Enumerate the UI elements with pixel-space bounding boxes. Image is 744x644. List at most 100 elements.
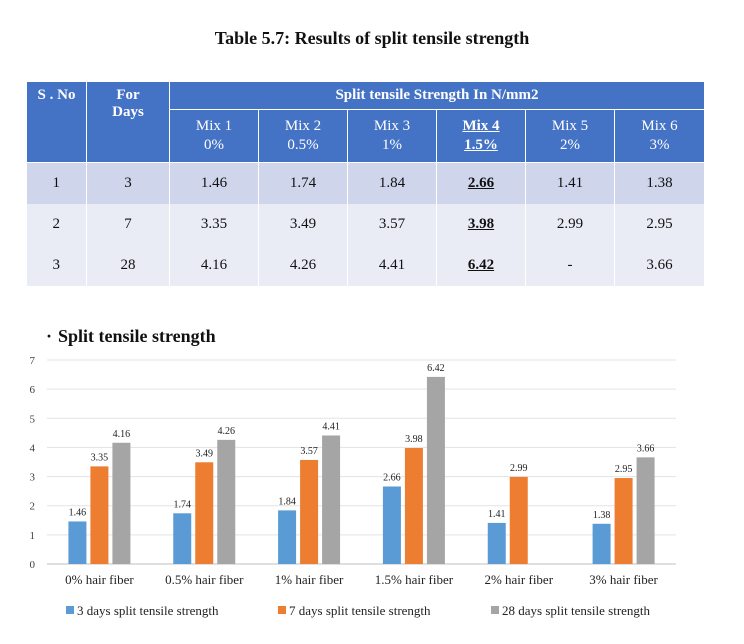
cell-sno: 1 — [26, 162, 87, 204]
mix-name: Mix 2 — [284, 118, 322, 134]
mix-name: Mix 1 — [195, 118, 233, 134]
cell-value: 4.26 — [258, 245, 348, 286]
mix-header-row: Mix 1 0% Mix 2 0.5% Mix 3 1% Mix 4 1.5% Mix 5 2% M… — [27, 109, 706, 163]
cell-value: 3.49 — [258, 204, 348, 245]
bar-7-days — [404, 448, 423, 564]
data-label: 1.38 — [593, 510, 611, 521]
bar-3-days — [278, 510, 297, 564]
mix-name: Mix 3 — [373, 118, 411, 134]
data-label: 4.41 — [322, 421, 340, 432]
mix-header-2: Mix 2 0.5% — [258, 109, 348, 163]
data-label: 2.66 — [383, 472, 401, 483]
cell-value: 6.42 — [436, 245, 526, 286]
bar-28-days — [217, 439, 236, 564]
mix-percent: 1% — [382, 137, 402, 153]
cell-sno: 3 — [26, 245, 87, 286]
legend-label: 7 days split tensile strength — [289, 603, 431, 618]
legend-label: 3 days split tensile strength — [77, 603, 219, 618]
cell-value: 3.35 — [169, 204, 259, 245]
bar-28-days — [636, 457, 655, 564]
bar-7-days — [614, 478, 633, 564]
bar-3-days — [68, 521, 87, 564]
results-table: S . No For Days Split tensile Strength I… — [26, 81, 706, 286]
mix-name: Mix 6 — [641, 118, 678, 134]
data-label: 2.95 — [615, 464, 633, 475]
mix-name: Mix 5 — [551, 118, 589, 134]
x-tick-label: 2% hair fiber — [484, 572, 553, 587]
legend-label: 28 days split tensile strength — [502, 603, 651, 618]
cell-value: - — [525, 245, 615, 286]
data-label: 1.74 — [174, 499, 192, 510]
y-tick-label: 4 — [30, 442, 36, 454]
y-tick-label: 2 — [30, 501, 36, 513]
bar-3-days — [382, 486, 401, 564]
x-tick-label: 1% hair fiber — [275, 572, 344, 587]
bar-3-days — [487, 522, 506, 564]
data-label: 2.99 — [510, 463, 528, 474]
cell-value: 4.41 — [347, 245, 437, 286]
mix-percent: 1.5% — [464, 137, 498, 153]
cell-value: 2.95 — [614, 204, 706, 245]
bar-28-days — [322, 435, 341, 564]
bar-28-days — [112, 442, 131, 564]
mix-percent: 0.5% — [287, 137, 319, 153]
data-label: 1.41 — [488, 509, 506, 520]
bar-28-days — [426, 376, 445, 564]
data-label: 4.16 — [113, 429, 131, 440]
cell-value: 3.57 — [347, 204, 437, 245]
bar-7-days — [90, 466, 109, 564]
cell-days: 28 — [86, 245, 170, 286]
y-tick-label: 6 — [30, 384, 36, 396]
header-sno: S . No — [26, 81, 87, 163]
cell-value: 2.99 — [525, 204, 615, 245]
bar-3-days — [592, 523, 611, 564]
legend-swatch — [491, 606, 499, 614]
mix-header-5: Mix 5 2% — [525, 109, 615, 163]
legend-swatch — [66, 606, 74, 614]
mix-name: Mix 4 — [462, 118, 500, 134]
mix-percent: 0% — [204, 137, 224, 153]
y-tick-label: 1 — [30, 530, 36, 542]
x-tick-label: 1.5% hair fiber — [375, 572, 454, 587]
cell-sno: 2 — [26, 204, 87, 245]
mix-header-6: Mix 6 3% — [613, 109, 706, 163]
data-label: 1.46 — [69, 507, 87, 518]
legend-swatch — [278, 606, 286, 614]
cell-value: 1.46 — [169, 162, 259, 204]
table-caption: Table 5.7: Results of split tensile stre… — [214, 28, 530, 48]
cell-value: 1.41 — [525, 162, 615, 204]
x-tick-label: 0.5% hair fiber — [165, 572, 244, 587]
data-label: 3.98 — [405, 434, 423, 445]
table-row: 3 28 4.16 4.26 4.41 6.42-3.66 — [26, 245, 706, 286]
table-row: 2 7 3.35 3.49 3.57 3.98 2.99 2.95 — [26, 204, 706, 245]
x-tick-label: 3% hair fiber — [589, 572, 658, 587]
cell-value: 1.74 — [258, 162, 348, 204]
cell-days: 3 — [86, 162, 170, 204]
cell-days: 7 — [86, 204, 170, 245]
y-tick-label: 5 — [30, 413, 36, 425]
mix-header-4: Mix 4 1.5% — [436, 109, 526, 163]
mix-header-1: Mix 1 0% — [169, 109, 259, 163]
data-label: 3.35 — [91, 452, 109, 463]
bar-7-days — [300, 459, 319, 564]
bar-7-days — [195, 462, 214, 564]
bullet-icon: · — [46, 326, 53, 346]
header-group: Split tensile Strength In N/mm2 — [168, 81, 706, 110]
data-label: 4.26 — [218, 426, 236, 437]
table-row: 1 3 1.46 1.74 1.84 2.66 1.41 1.38 — [26, 162, 706, 204]
cell-value: 3.66 — [614, 245, 706, 286]
y-tick-label: 3 — [30, 472, 36, 484]
data-label: 3.57 — [300, 446, 318, 457]
data-label: 3.66 — [637, 443, 655, 454]
header-days: For Days — [86, 81, 170, 163]
y-tick-label: 7 — [30, 355, 36, 367]
data-label: 6.42 — [427, 363, 445, 374]
mix-percent: 2% — [560, 137, 580, 153]
cell-value: 1.38 — [614, 162, 706, 204]
y-tick-label: 0 — [30, 559, 36, 571]
mix-header-3: Mix 3 1% — [347, 109, 437, 163]
table-body: 1 3 1.46 1.74 1.84 2.66 1.41 1.38 2 7 3.35 3.49 3.57… — [26, 162, 706, 286]
data-label: 3.49 — [196, 448, 214, 459]
mix-percent: 3% — [649, 137, 670, 153]
data-label: 1.84 — [278, 496, 296, 507]
